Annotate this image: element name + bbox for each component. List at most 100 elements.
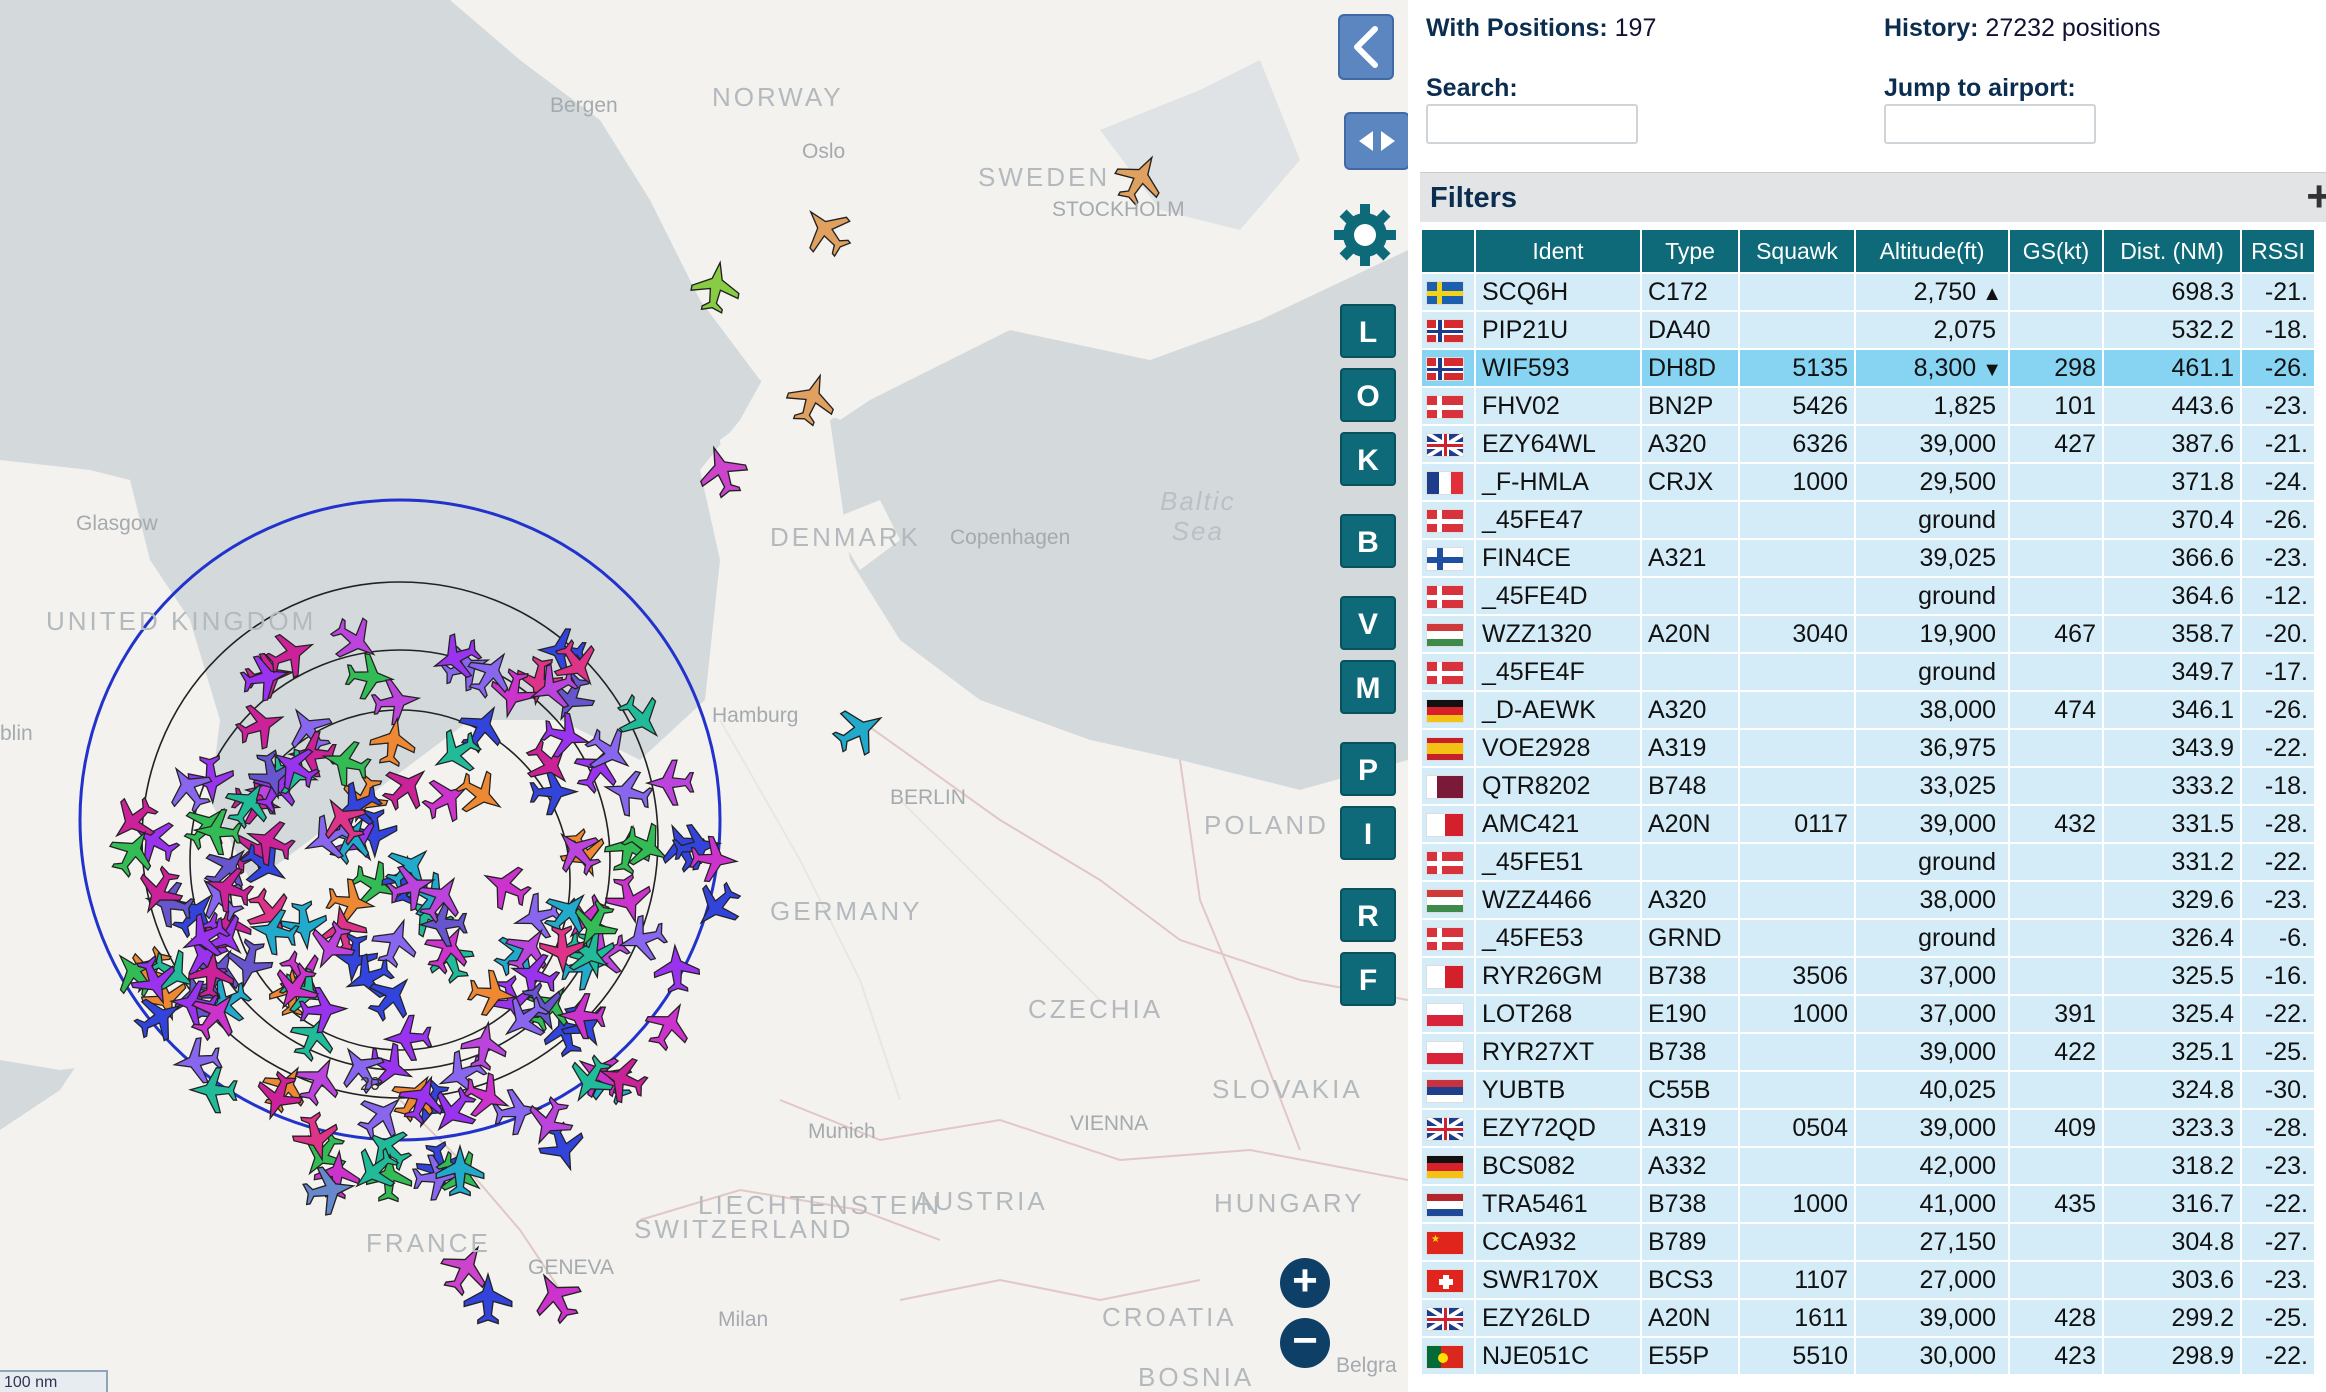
aircraft-marker-icon[interactable] — [475, 856, 537, 917]
aircraft-marker-icon[interactable] — [463, 1271, 513, 1325]
layer-button-i[interactable]: I — [1340, 806, 1396, 860]
layer-button-r[interactable]: R — [1340, 888, 1396, 942]
aircraft-marker-icon[interactable] — [370, 676, 422, 727]
resize-panel-button[interactable] — [1344, 112, 1408, 170]
aircraft-marker-icon[interactable] — [519, 1091, 580, 1152]
table-row[interactable]: WIF593 DH8D 5135 8,300 ▼ 298 461.1 -26. — [1422, 350, 2314, 386]
aircraft-marker-icon[interactable] — [330, 1037, 393, 1101]
aircraft-marker-icon[interactable] — [278, 698, 341, 762]
aircraft-marker-icon[interactable] — [826, 697, 892, 763]
aircraft-marker-icon[interactable] — [458, 1019, 510, 1072]
col-ident[interactable]: Ident — [1476, 230, 1640, 272]
aircraft-marker-icon[interactable] — [382, 1014, 433, 1061]
aircraft-marker-icon[interactable] — [466, 968, 519, 1020]
collapse-sidebar-button[interactable] — [1338, 14, 1394, 80]
table-row[interactable]: FHV02 BN2P 5426 1,825 101 443.6 -23. — [1422, 388, 2314, 424]
aircraft-marker-icon[interactable] — [287, 731, 337, 778]
aircraft-marker-icon[interactable] — [685, 874, 749, 938]
aircraft-marker-icon[interactable] — [792, 196, 860, 264]
aircraft-marker-icon[interactable] — [435, 1143, 485, 1197]
aircraft-marker-icon[interactable] — [538, 708, 594, 763]
aircraft-marker-icon[interactable] — [615, 816, 678, 878]
aircraft-marker-icon[interactable] — [125, 951, 184, 1011]
col-type[interactable]: Type — [1642, 230, 1738, 272]
table-row[interactable]: BCS082 A332 42,000 318.2 -23. — [1422, 1148, 2314, 1184]
col-flag[interactable] — [1422, 230, 1474, 272]
col-squawk[interactable]: Squawk — [1740, 230, 1854, 272]
table-row[interactable]: PIP21U DA40 2,075 532.2 -18. — [1422, 312, 2314, 348]
aircraft-marker-icon[interactable] — [192, 808, 243, 856]
table-row[interactable]: QTR8202 B748 33,025 333.2 -18. — [1422, 768, 2314, 804]
aircraft-marker-icon[interactable] — [238, 651, 293, 704]
aircraft-marker-icon[interactable] — [653, 943, 701, 994]
aircraft-marker-icon[interactable] — [301, 1162, 358, 1217]
aircraft-marker-icon[interactable] — [344, 652, 396, 701]
table-row[interactable]: EZY64WL A320 6326 39,000 427 387.6 -21. — [1422, 426, 2314, 462]
aircraft-marker-icon[interactable] — [317, 735, 374, 791]
layer-button-v[interactable]: V — [1340, 596, 1396, 650]
layer-button-l[interactable]: L — [1340, 304, 1396, 358]
col-distance[interactable]: Dist. (NM) — [2104, 230, 2240, 272]
aircraft-marker-icon[interactable] — [523, 1263, 589, 1329]
aircraft-marker-icon[interactable] — [609, 686, 673, 750]
aircraft-marker-icon[interactable] — [688, 835, 739, 884]
table-row[interactable]: _F-HMLA CRJX 1000 29,500 371.8 -24. — [1422, 464, 2314, 500]
aircraft-marker-icon[interactable] — [459, 641, 522, 705]
col-rssi[interactable]: RSSI — [2242, 230, 2314, 272]
table-row[interactable]: _45FE4F ground 349.7 -17. — [1422, 654, 2314, 690]
aircraft-marker-icon[interactable] — [102, 788, 166, 852]
aircraft-marker-icon[interactable] — [601, 822, 654, 877]
aircraft-marker-icon[interactable] — [374, 755, 438, 819]
aircraft-marker-icon[interactable] — [240, 813, 299, 871]
aircraft-marker-icon[interactable] — [312, 788, 375, 851]
aircraft-marker-icon[interactable] — [416, 767, 479, 829]
table-row[interactable]: _45FE53 GRND ground 326.4 -6. — [1422, 920, 2314, 956]
aircraft-marker-icon[interactable] — [644, 759, 695, 806]
aircraft-marker-icon[interactable] — [349, 1083, 413, 1147]
aircraft-marker-icon[interactable] — [128, 860, 190, 922]
aircraft-marker-icon[interactable] — [174, 906, 236, 967]
table-row[interactable]: NJE051C E55P 5510 30,000 423 298.9 -22. — [1422, 1338, 2314, 1374]
aircraft-marker-icon[interactable] — [614, 911, 671, 967]
table-row[interactable]: VOE2928 A319 36,975 343.9 -22. — [1422, 730, 2314, 766]
aircraft-marker-icon[interactable] — [101, 821, 164, 884]
aircraft-marker-icon[interactable] — [383, 859, 440, 915]
aircraft-marker-icon[interactable] — [781, 367, 843, 430]
aircraft-marker-icon[interactable] — [222, 936, 277, 992]
aircraft-marker-icon[interactable] — [181, 980, 249, 1048]
aircraft-marker-icon[interactable] — [359, 965, 423, 1029]
table-row[interactable]: SCQ6H C172 2,750 ▲ 698.3 -21. — [1422, 274, 2314, 310]
col-ground-speed[interactable]: GS(kt) — [2010, 230, 2102, 272]
aircraft-marker-icon[interactable] — [509, 889, 566, 945]
aircraft-marker-icon[interactable] — [691, 439, 753, 502]
aircraft-marker-icon[interactable] — [142, 877, 197, 931]
layer-button-f[interactable]: F — [1340, 952, 1396, 1006]
table-row[interactable]: WZZ1320 A20N 3040 19,900 467 358.7 -20. — [1422, 616, 2314, 652]
aircraft-marker-icon[interactable] — [393, 1069, 452, 1129]
aircraft-marker-icon[interactable] — [288, 1049, 349, 1111]
aircraft-marker-icon[interactable] — [449, 763, 512, 826]
aircraft-marker-icon[interactable] — [523, 658, 583, 717]
settings-button[interactable] — [1330, 200, 1400, 270]
aircraft-marker-icon[interactable] — [342, 1139, 406, 1203]
table-row[interactable]: _45FE4D ground 364.6 -12. — [1422, 578, 2314, 614]
aircraft-marker-icon[interactable] — [593, 1050, 652, 1108]
aircraft-marker-icon[interactable] — [366, 912, 424, 971]
table-row[interactable]: _45FE47 ground 370.4 -26. — [1422, 502, 2314, 538]
layer-button-o[interactable]: O — [1340, 368, 1396, 422]
aircraft-marker-icon[interactable] — [1107, 145, 1173, 211]
table-row[interactable]: AMC421 A20N 0117 39,000 432 331.5 -28. — [1422, 806, 2314, 842]
aircraft-marker-icon[interactable] — [261, 624, 322, 684]
col-altitude[interactable]: Altitude(ft) — [1856, 230, 2008, 272]
layer-button-p[interactable]: P — [1340, 742, 1396, 796]
aircraft-marker-icon[interactable] — [339, 948, 399, 1007]
aircraft-marker-icon[interactable] — [421, 928, 480, 988]
aircraft-marker-icon[interactable] — [425, 722, 488, 784]
aircraft-marker-icon[interactable] — [513, 655, 565, 708]
aircraft-marker-icon[interactable] — [171, 1035, 224, 1087]
aircraft-marker-icon[interactable] — [559, 1049, 621, 1112]
aircraft-marker-icon[interactable] — [301, 915, 362, 977]
zoom-in-button[interactable]: + — [1280, 1258, 1330, 1308]
aircraft-marker-icon[interactable] — [264, 956, 327, 1019]
aircraft-marker-icon[interactable] — [217, 772, 280, 835]
